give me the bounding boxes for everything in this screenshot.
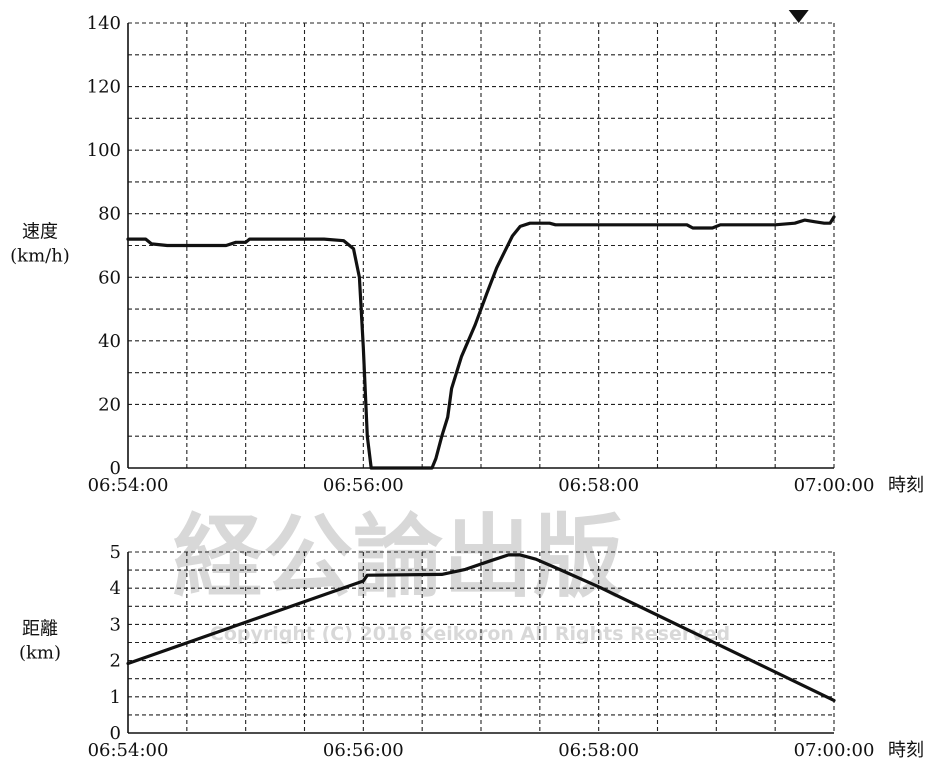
speed-y-tick-label: 80 [98,204,121,225]
speed-x-tick-label: 06:54:00 [88,475,169,496]
speed-x-unit-label: 時刻 [888,475,924,496]
speed-y-axis-label: 速度 [22,222,58,243]
distance-series-line [126,553,836,702]
speed-panel: 0 20 40 60 80 100 120 140 06:54:00 06:56:00 06:58:… [10,10,924,496]
speed-y-tick-label: 0 [110,458,121,479]
speed-y-tick-label: 140 [87,13,121,34]
distance-x-tick-label: 06:56:00 [323,740,404,761]
speed-series-line [126,215,836,470]
watermark-main: 経公論出版 [173,505,623,610]
distance-y-tick-label: 3 [110,614,121,635]
speed-y-tick-label: 100 [87,140,121,161]
speed-y-axis-label: (km/h) [10,246,70,267]
distance-y-axis-label: (km) [19,643,61,664]
speed-x-tick-label: 07:00:00 [794,475,875,496]
distance-y-tick-label: 1 [110,687,121,708]
distance-y-tick-label: 0 [110,723,121,744]
speed-y-tick-label: 120 [87,77,121,98]
distance-y-tick-label: 5 [110,542,121,563]
distance-x-tick-label: 06:54:00 [88,740,169,761]
speed-x-tick-label: 06:56:00 [323,475,404,496]
speed-marker-triangle [788,10,809,23]
distance-x-unit-label: 時刻 [888,740,924,761]
speed-x-tick-label: 06:58:00 [558,475,639,496]
speed-grid [128,22,835,468]
distance-y-tick-label: 2 [110,651,121,672]
distance-x-tick-label: 07:00:00 [794,740,875,761]
speed-y-tick-label: 20 [98,394,121,415]
watermark: 経公論出版 Copyright (C) 2016 Keikoron All Ri… [173,505,730,645]
speed-y-tick-label: 60 [98,267,121,288]
distance-grid [128,551,835,733]
watermark-copyright: Copyright (C) 2016 Keikoron All Rights R… [210,623,730,645]
distance-x-tick-label: 06:58:00 [558,740,639,761]
distance-panel: 0 1 2 3 4 5 06:54:00 06:56:00 06:58:00 07:00:00 時刻… [19,542,924,761]
distance-y-tick-label: 4 [110,578,121,599]
distance-y-axis-label: 距離 [22,619,58,640]
speed-y-tick-label: 40 [98,331,121,352]
